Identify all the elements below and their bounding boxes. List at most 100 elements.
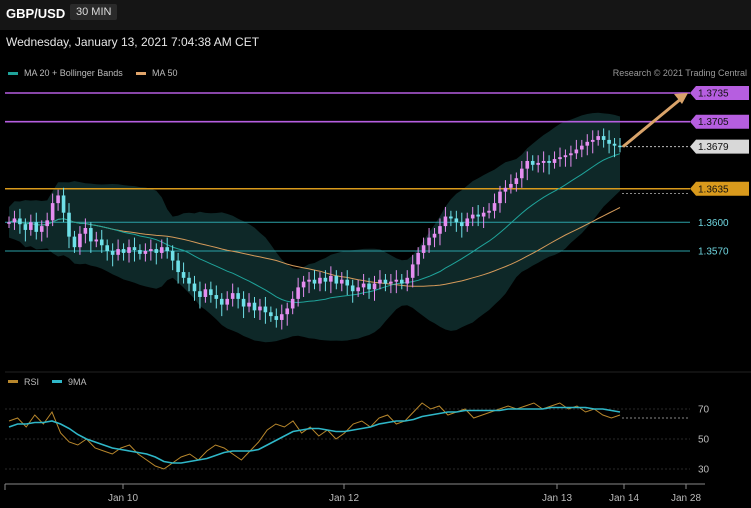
candle-body [214, 295, 219, 299]
candle-body [416, 252, 420, 265]
candle-body [50, 203, 55, 221]
candle-body [372, 283, 377, 290]
resistance-label: 1.3735 [698, 89, 729, 100]
candle-body [138, 250, 142, 254]
candle-body [7, 222, 11, 224]
candle-body [312, 279, 317, 284]
candle-body [574, 149, 579, 154]
x-tick-label: Jan 28 [671, 493, 701, 504]
rsi-ma-legend-swatch [52, 380, 62, 383]
candle-body [72, 236, 77, 248]
candle-body [449, 216, 453, 219]
rsi-tick-label: 50 [698, 435, 710, 446]
candle-body [290, 298, 295, 309]
candle-body [203, 289, 208, 297]
candle-body [520, 168, 524, 179]
candle-body [607, 139, 611, 144]
candle-body [236, 293, 240, 299]
candle-body [67, 212, 71, 237]
candle-body [459, 222, 464, 227]
candle-body [116, 249, 120, 255]
candle-body [23, 224, 28, 230]
current-price-label: 1.3679 [698, 142, 729, 153]
candle-body [34, 222, 39, 232]
candle-body [198, 291, 202, 297]
candle-body [536, 162, 540, 165]
candle-body [296, 287, 300, 299]
forecast-arrowhead [674, 93, 688, 104]
candle-body [83, 228, 88, 234]
candle-body [361, 283, 366, 288]
bollinger-band [9, 112, 620, 343]
candle-body [345, 279, 350, 286]
candle-body [192, 283, 197, 292]
candle-body [378, 279, 382, 284]
candle-body [181, 272, 186, 278]
rsi-line [8, 402, 621, 470]
pivot-label: 1.3635 [698, 184, 729, 195]
rsi-ma-line [8, 406, 621, 464]
resistance-tag [690, 114, 749, 129]
candle-body [56, 195, 60, 204]
rsi-legend-label: RSI [24, 377, 39, 387]
candle-body [492, 203, 497, 211]
candle-body [454, 218, 459, 223]
candle-body [176, 260, 180, 273]
candle-body [590, 139, 595, 142]
candle-body [285, 308, 290, 315]
current-price-tag [690, 139, 749, 154]
candle-body [394, 279, 399, 282]
candle-body [334, 275, 339, 284]
candle-body [481, 212, 486, 217]
candle-body [18, 218, 22, 225]
rsi-legend-swatch [8, 380, 18, 383]
candle-body [443, 216, 448, 227]
candle-body [149, 249, 153, 251]
pivot-tag [690, 181, 749, 196]
x-tick-label: Jan 14 [609, 493, 639, 504]
candle-body [127, 247, 131, 253]
legend-swatch [136, 71, 146, 75]
candle-body [389, 281, 393, 284]
candle-body [339, 279, 344, 284]
candle-body [274, 316, 279, 320]
candle-body [301, 281, 306, 288]
candle-body [29, 222, 33, 230]
candle-body [580, 145, 584, 150]
candle-body [39, 226, 44, 232]
candle-body [247, 302, 251, 307]
chart-datetime: Wednesday, January 13, 2021 7:04:38 AM C… [6, 35, 260, 49]
resistance-label: 1.3705 [698, 117, 729, 128]
candle-body [558, 157, 562, 160]
candle-body [421, 245, 426, 253]
candle-body [569, 153, 573, 156]
candle-body [498, 191, 502, 204]
candle-body [263, 306, 268, 313]
candle-body [209, 289, 213, 296]
candle-body [105, 245, 109, 251]
resistance-tag [690, 86, 749, 100]
candle-body [307, 279, 311, 282]
candle-body [405, 277, 410, 284]
candle-body [465, 218, 470, 227]
candle-body [383, 279, 388, 284]
candle-body [503, 187, 508, 192]
candle-body [563, 155, 568, 158]
candle-body [12, 218, 17, 223]
candle-body [427, 237, 431, 246]
candle-body [279, 314, 284, 320]
candle-body [547, 160, 551, 163]
candle-body [99, 239, 104, 246]
candle-body [410, 264, 415, 278]
candle-body [121, 249, 126, 253]
candle-body [165, 247, 170, 251]
candle-body [601, 136, 606, 140]
timeframe-button[interactable]: 30 MIN [70, 4, 118, 20]
legend-swatch [8, 71, 18, 75]
forecast-arrow [622, 96, 683, 148]
candle-body [329, 275, 333, 282]
candle-body [154, 249, 159, 253]
candle-body [110, 251, 115, 255]
candle-body [323, 277, 328, 282]
